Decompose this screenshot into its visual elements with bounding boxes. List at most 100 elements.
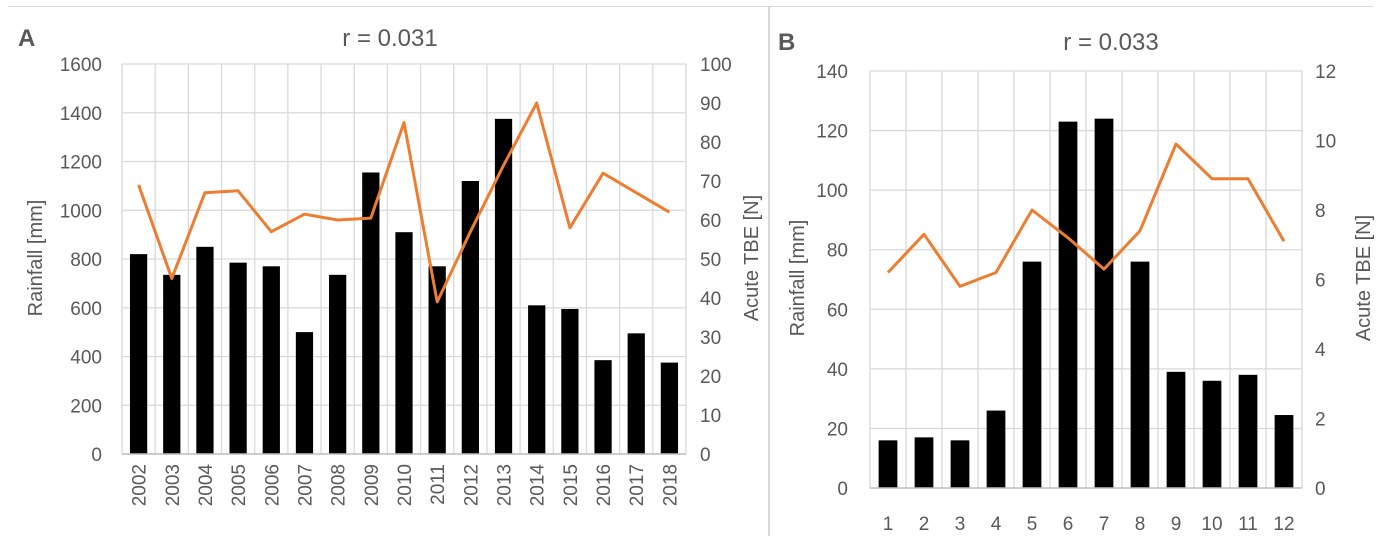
chart-a-bar bbox=[660, 362, 679, 454]
chart-b-y2tick-label: 12 bbox=[1315, 62, 1336, 83]
chart-b-xtick-label: 5 bbox=[1027, 514, 1038, 535]
chart-b-xtick-label: 8 bbox=[1135, 514, 1146, 535]
chart-a-bar bbox=[528, 305, 546, 454]
chart-a-xtick-label: 2008 bbox=[329, 464, 350, 506]
chart-b-y2tick-label: 8 bbox=[1315, 201, 1326, 222]
chart-a-y2tick-label: 100 bbox=[700, 55, 732, 76]
chart-b-xtick-label: 12 bbox=[1273, 514, 1294, 535]
chart-a-y2tick-label: 80 bbox=[700, 133, 721, 154]
chart-b-y2tick-label: 4 bbox=[1315, 340, 1326, 361]
panel-label-a: A bbox=[18, 25, 35, 52]
chart-b-bar bbox=[1274, 415, 1294, 488]
chart-b-bar bbox=[986, 410, 1006, 488]
chart-a-ytick-label: 1000 bbox=[60, 201, 102, 222]
chart-a-xtick-label: 2002 bbox=[130, 464, 151, 506]
chart-b-ytick-label: 120 bbox=[816, 122, 848, 143]
chart-a-y2tick-label: 20 bbox=[700, 367, 721, 388]
chart-b-xtick-label: 7 bbox=[1099, 514, 1110, 535]
chart-b-xtick-label: 4 bbox=[991, 514, 1002, 535]
chart-a-y2tick-label: 90 bbox=[700, 94, 721, 115]
chart-b-bar bbox=[1238, 374, 1258, 488]
chart-a-ytick-label: 200 bbox=[70, 396, 102, 417]
chart-a-bar bbox=[461, 181, 479, 454]
chart-b-bar bbox=[950, 440, 970, 488]
chart-a-xtick-label: 2017 bbox=[627, 464, 648, 506]
chart-b-y2tick-label: 0 bbox=[1315, 479, 1326, 500]
figure-frame bbox=[8, 6, 1373, 7]
chart-b-ytick-label: 80 bbox=[827, 241, 848, 262]
chart-a-xtick-label: 2006 bbox=[262, 464, 283, 506]
chart-a-svg: 0 200 400 600 800 1000 1200 1400 1600 0 10 20 30 40 50… bbox=[18, 25, 763, 507]
chart-a-line-series bbox=[137, 101, 671, 304]
chart-a-xtick-label: 2012 bbox=[461, 464, 482, 506]
chart-b-y2label: Acute TBE [N] bbox=[1353, 215, 1375, 341]
chart-a-xtick-label: 2011 bbox=[428, 464, 449, 505]
chart-a-bar bbox=[329, 274, 347, 454]
chart-a-bar bbox=[494, 118, 513, 454]
chart-b-ytick-label: 140 bbox=[816, 62, 848, 83]
chart-b-ytick-label: 0 bbox=[837, 479, 848, 500]
chart-b-bar bbox=[1058, 121, 1078, 488]
chart-a-ytick-label: 0 bbox=[91, 445, 102, 466]
chart-a-y2tick-label: 10 bbox=[700, 406, 721, 427]
chart-a-ytick-label: 800 bbox=[70, 250, 102, 271]
chart-a-bar bbox=[594, 360, 612, 454]
chart-a-xtick-label: 2007 bbox=[295, 464, 316, 506]
chart-b-bar bbox=[914, 437, 934, 488]
chart-a-xtick-label: 2014 bbox=[528, 464, 549, 507]
chart-b-xtick-label: 6 bbox=[1063, 514, 1074, 535]
chart-b-y2tick-label: 10 bbox=[1315, 132, 1336, 153]
chart-b-xtick-label: 2 bbox=[919, 514, 930, 535]
chart-b-xtick-label: 3 bbox=[955, 514, 966, 535]
chart-a-xtick-label: 2003 bbox=[163, 464, 184, 506]
chart-a-xtick-label: 2005 bbox=[229, 464, 250, 506]
chart-a-bar bbox=[395, 232, 413, 454]
chart-a-xtick-label: 2004 bbox=[196, 464, 217, 507]
chart-a-title: r = 0.031 bbox=[342, 25, 437, 52]
chart-a-bar bbox=[163, 274, 181, 454]
chart-a-ytick-label: 600 bbox=[70, 299, 102, 320]
chart-a-ytick-label: 1400 bbox=[60, 104, 102, 125]
chart-a-xtick-label: 2015 bbox=[561, 464, 582, 506]
chart-a-y2label: Acute TBE [N] bbox=[741, 195, 763, 321]
chart-b-y2tick-label: 2 bbox=[1315, 410, 1326, 431]
chart-b-bar bbox=[1094, 118, 1114, 489]
chart-a-y2tick-label: 30 bbox=[700, 328, 721, 349]
chart-a-xtick-label: 2010 bbox=[395, 464, 416, 506]
panel-label-b: B bbox=[778, 29, 795, 56]
chart-a-xtick-label: 2018 bbox=[660, 464, 681, 506]
chart-a-bar bbox=[428, 266, 446, 454]
chart-a-bar bbox=[561, 308, 579, 454]
chart-a-bar bbox=[295, 332, 314, 454]
chart-a-bar bbox=[129, 254, 148, 454]
chart-b-bar bbox=[1202, 380, 1222, 488]
chart-a-ytick-label: 400 bbox=[70, 348, 102, 369]
chart-b-ytick-label: 100 bbox=[816, 181, 848, 202]
chart-b-bar bbox=[1130, 261, 1150, 488]
chart-a-y2tick-label: 60 bbox=[700, 211, 721, 232]
chart-a-y2tick-label: 70 bbox=[700, 172, 721, 193]
chart-a-ylabel: Rainfall [mm] bbox=[25, 200, 47, 317]
chart-b-bar bbox=[1166, 371, 1186, 488]
chart-b-xtick-label: 1 bbox=[883, 514, 894, 535]
chart-b-ytick-label: 20 bbox=[827, 419, 848, 440]
chart-b-bar bbox=[878, 440, 898, 488]
chart-b-ylabel: Rainfall [mm] bbox=[787, 220, 809, 337]
chart-b-xtick-label: 11 bbox=[1238, 514, 1258, 535]
chart-a-bar bbox=[229, 262, 247, 454]
chart-a-ytick-label: 1600 bbox=[60, 55, 102, 76]
chart-b-ytick-label: 40 bbox=[827, 360, 848, 381]
chart-b-xtick-label: 9 bbox=[1171, 514, 1182, 535]
chart-a-ytick-label: 1200 bbox=[60, 153, 102, 174]
chart-b-title: r = 0.033 bbox=[1063, 29, 1158, 56]
chart-a-xtick-label: 2013 bbox=[495, 464, 516, 506]
chart-a-bar bbox=[627, 333, 645, 454]
chart-a-y2tick-label: 50 bbox=[700, 250, 721, 271]
chart-a-xtick-label: 2016 bbox=[594, 464, 615, 506]
chart-a-xtick-label: 2009 bbox=[362, 464, 383, 506]
chart-b-xtick-label: 10 bbox=[1201, 514, 1222, 535]
panel-divider bbox=[768, 6, 770, 536]
chart-b-ytick-label: 60 bbox=[827, 300, 848, 321]
chart-a-bar bbox=[262, 266, 280, 454]
